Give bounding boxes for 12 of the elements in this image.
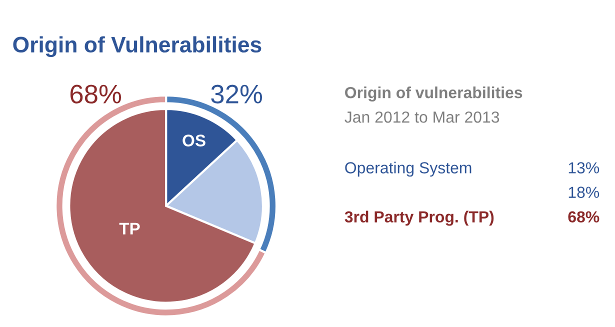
chart-title: Origin of Vulnerabilities [13,36,262,58]
slice-label: OS [182,134,206,146]
text: 3rd Party Prog. (TP) [344,210,494,226]
text: Origin of vulnerabilities [345,86,522,102]
data-label: 32% [211,84,262,104]
slice-label: TP [119,222,140,234]
data-label: 68% [70,84,122,104]
text: Operating System [345,162,472,177]
text: Jan 2012 to Mar 2013 [344,111,500,123]
text: 18% [568,186,600,198]
text: 13% [568,162,600,174]
text: 68% [568,211,600,223]
